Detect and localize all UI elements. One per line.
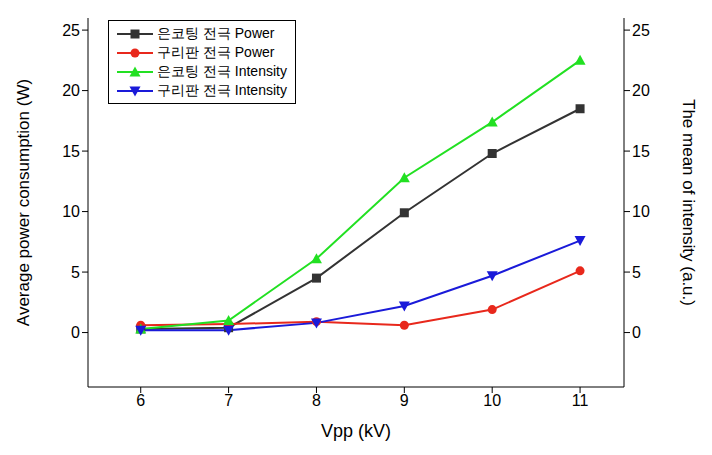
html-text:구리판 전극 Power: 구리판 전극 Power [157, 44, 275, 60]
svg-text:11: 11 [572, 392, 589, 409]
svg-text:5: 5 [632, 264, 641, 281]
svg-text:Average power consumption (W): Average power consumption (W) [14, 79, 33, 326]
svg-text:0: 0 [632, 324, 641, 341]
svg-text:5: 5 [71, 264, 80, 281]
svg-text:8: 8 [312, 392, 321, 409]
svg-text:10: 10 [62, 203, 80, 220]
svg-text:15: 15 [632, 143, 650, 160]
svg-text:Vpp (kV): Vpp (kV) [321, 421, 391, 441]
svg-text:25: 25 [632, 22, 650, 39]
svg-text:10: 10 [483, 392, 501, 409]
svg-text:6: 6 [136, 392, 145, 409]
svg-text:7: 7 [224, 392, 233, 409]
svg-text:The mean of intensity (a.u.): The mean of intensity (a.u.) [679, 99, 698, 306]
svg-text:15: 15 [62, 143, 80, 160]
svg-text:9: 9 [400, 392, 409, 409]
svg-text:0: 0 [71, 324, 80, 341]
svg-text:10: 10 [632, 203, 650, 220]
svg-text:25: 25 [62, 22, 80, 39]
svg-text:20: 20 [62, 82, 80, 99]
html-text:은코팅 전극 Power: 은코팅 전극 Power [157, 25, 275, 41]
svg-text:20: 20 [632, 82, 650, 99]
html-text:은코팅 전극 Intensity: 은코팅 전극 Intensity [157, 63, 287, 79]
html-text:구리판 전극 Intensity: 구리판 전극 Intensity [157, 82, 287, 98]
